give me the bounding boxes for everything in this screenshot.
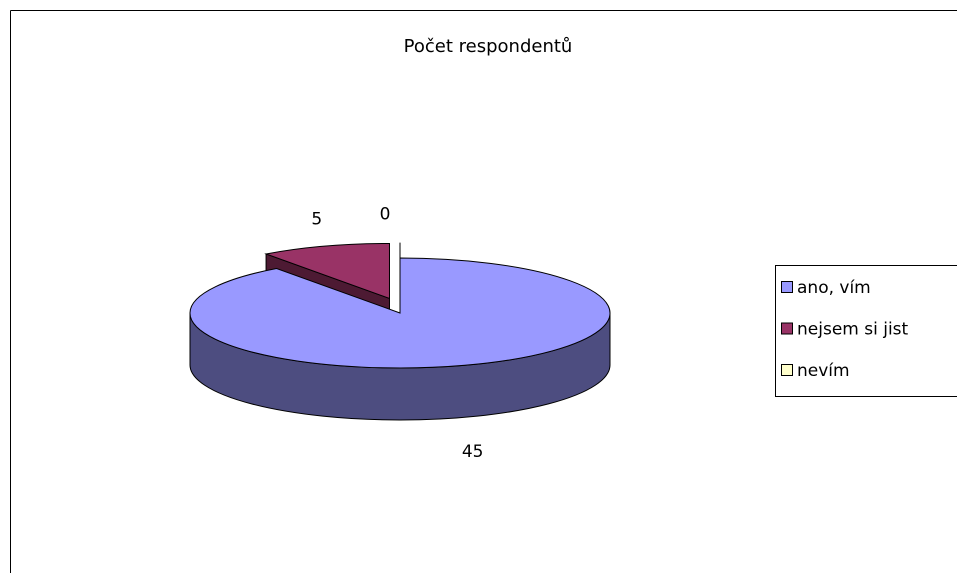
legend-swatch <box>781 281 793 293</box>
slice <box>264 242 390 300</box>
legend-box <box>775 265 957 397</box>
slice <box>189 257 611 369</box>
legend-label: ano, vím <box>797 278 871 298</box>
data-label: 0 <box>380 205 391 225</box>
legend-swatch <box>781 364 793 376</box>
data-label: 5 <box>311 210 322 230</box>
data-label: 45 <box>462 442 484 462</box>
legend-label: nevím <box>797 361 850 381</box>
legend-swatch <box>781 322 793 335</box>
chart-title: Počet respondentů <box>404 36 573 57</box>
legend-label: nejsem si jist <box>797 320 909 340</box>
